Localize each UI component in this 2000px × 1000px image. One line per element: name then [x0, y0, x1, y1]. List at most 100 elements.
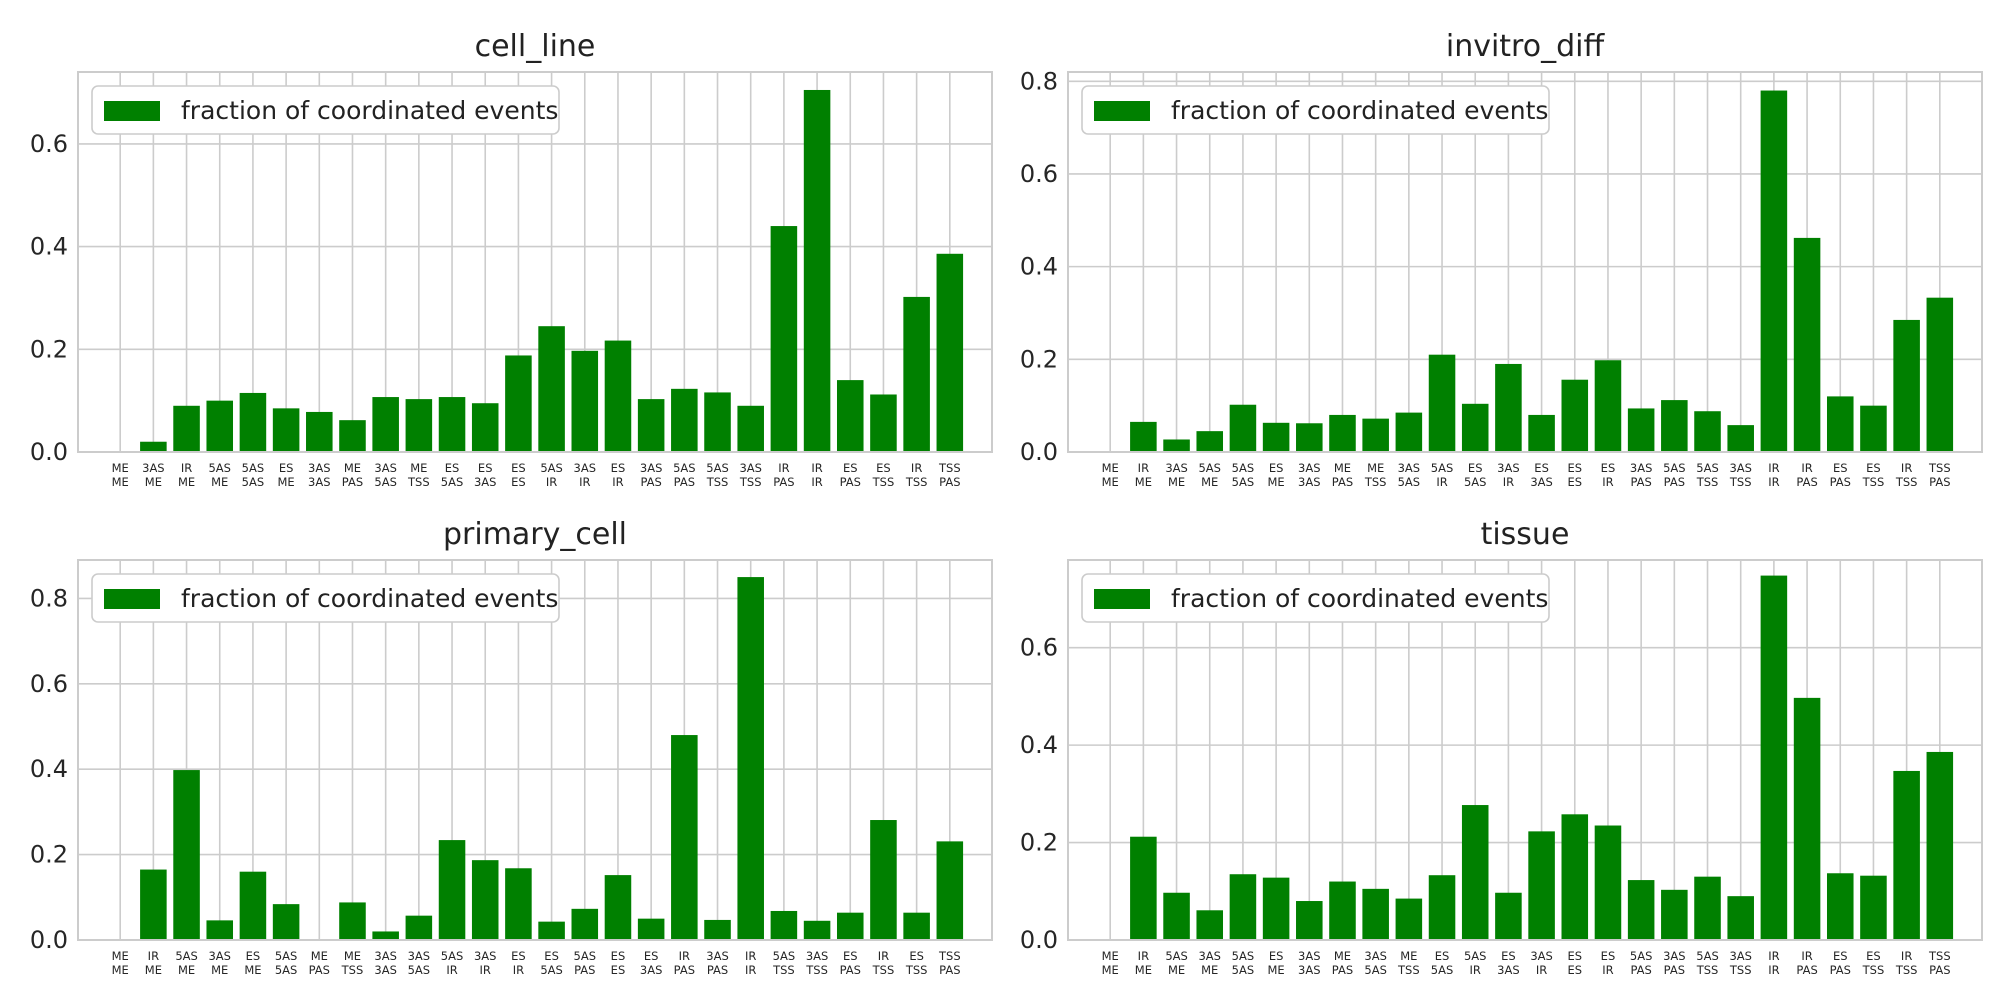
- x-tick-label: ES TSS: [905, 949, 928, 977]
- x-tick-label: ES 3AS: [1530, 461, 1552, 489]
- bar: [1362, 418, 1389, 452]
- x-tick-label: 5AS PAS: [673, 461, 695, 489]
- bar: [405, 399, 433, 452]
- bar: [272, 904, 300, 940]
- subplot-tissue: 0.0 0.2 0.4 0.6 ME ME IR ME 5AS ME 3AS ME 5AS 5AS ES ME…: [1020, 517, 1983, 977]
- x-tick-label: ME TSS: [407, 461, 430, 489]
- x-tick-label: 5AS 5AS: [242, 461, 264, 489]
- x-tick-label: 5AS TSS: [772, 949, 795, 977]
- x-tick-label: ME ME: [112, 949, 129, 977]
- bar: [571, 908, 599, 940]
- subplot-cell_line: 0.0 0.2 0.4 0.6 ME ME 3AS ME IR ME 5AS ME 5AS 5AS ES ME…: [30, 29, 993, 489]
- bar: [1594, 825, 1622, 940]
- legend: fraction of coordinated events: [91, 85, 560, 135]
- x-tick-label: 5AS IR: [540, 461, 562, 489]
- bar: [1163, 439, 1190, 452]
- x-tick-label: ME PAS: [342, 461, 363, 489]
- x-tick-label: IR TSS: [872, 949, 895, 977]
- bar: [737, 577, 764, 940]
- bar: [1229, 404, 1257, 452]
- bar: [1296, 423, 1323, 452]
- bar: [1362, 888, 1389, 940]
- bar: [1627, 880, 1655, 940]
- x-tick-label: ES ES: [611, 949, 626, 977]
- bar: [1760, 90, 1788, 452]
- bar: [1893, 319, 1920, 452]
- x-tick-label: ES TSS: [872, 461, 895, 489]
- bar: [1561, 814, 1589, 940]
- bar: [206, 400, 234, 452]
- y-tick-label: 0.2: [30, 841, 68, 869]
- x-tick-label: IR ME: [145, 949, 162, 977]
- bar: [538, 326, 565, 452]
- bar: [1727, 425, 1754, 452]
- legend-box: [1081, 85, 1550, 135]
- bar: [1793, 697, 1821, 940]
- x-tick-label: ES 5AS: [540, 949, 562, 977]
- x-tick-label: IR PAS: [1796, 461, 1817, 489]
- x-tick-label: ES 5AS: [1431, 949, 1453, 977]
- x-tick-label: 3AS ME: [142, 461, 164, 489]
- x-tick-label: ES ME: [1268, 461, 1285, 489]
- bar: [604, 875, 632, 940]
- x-tick-label: IR IR: [745, 949, 756, 977]
- x-tick-label: 3AS 3AS: [1298, 949, 1320, 977]
- x-tick-label: 5AS IR: [1464, 949, 1486, 977]
- x-tick-label: ME PAS: [1332, 461, 1353, 489]
- subplot-invitro_diff: 0.0 0.2 0.4 0.6 0.8 ME ME IR ME 3AS ME 5AS ME 5AS 5AS E…: [1020, 29, 1983, 489]
- bar: [438, 397, 466, 452]
- bar: [306, 411, 333, 452]
- bar: [1594, 360, 1622, 452]
- bar: [1461, 403, 1489, 452]
- x-tick-label: IR IR: [1768, 949, 1779, 977]
- x-tick-label: 3AS 3AS: [308, 461, 330, 489]
- y-tick-label: 0.4: [1020, 731, 1058, 759]
- x-tick-label: ME ME: [112, 461, 129, 489]
- bar: [1229, 874, 1257, 940]
- legend-label: fraction of coordinated events: [1171, 96, 1548, 125]
- legend-label: fraction of coordinated events: [181, 584, 558, 613]
- bar: [1329, 414, 1356, 452]
- bar: [836, 912, 864, 940]
- x-tick-label: ES PAS: [840, 461, 861, 489]
- x-tick-label: ME TSS: [1364, 461, 1387, 489]
- x-tick-label: 3AS ME: [208, 949, 230, 977]
- bar: [637, 918, 665, 940]
- axes-frame: [1067, 559, 1983, 941]
- bar: [1495, 363, 1522, 452]
- x-tick-label: 5AS 5AS: [1232, 461, 1254, 489]
- bar: [206, 920, 234, 940]
- x-tick-label: 5AS ME: [175, 949, 197, 977]
- bar: [1163, 892, 1190, 940]
- x-tick-label: IR TSS: [905, 461, 928, 489]
- bar: [1196, 431, 1224, 452]
- x-tick-label: ES PAS: [1830, 461, 1851, 489]
- legend-box: [91, 573, 560, 623]
- x-tick-label: IR IR: [811, 461, 822, 489]
- bar: [1760, 575, 1788, 940]
- x-tick-label: ES ME: [244, 949, 261, 977]
- x-tick-label: 5AS PAS: [1630, 949, 1652, 977]
- x-tick-label: IR PAS: [674, 949, 695, 977]
- bar: [936, 253, 964, 452]
- y-tick-label: 0.2: [30, 335, 68, 363]
- x-tick-label: 3AS 5AS: [1398, 461, 1420, 489]
- x-tick-label: ES ME: [1268, 949, 1285, 977]
- bar: [1826, 396, 1854, 452]
- x-tick-label: ME PAS: [309, 949, 330, 977]
- x-tick-label: 5AS TSS: [1696, 461, 1719, 489]
- legend: fraction of coordinated events: [1081, 573, 1550, 623]
- x-tick-label: 5AS ME: [1198, 461, 1220, 489]
- axes-frame: [77, 559, 993, 941]
- bar: [770, 910, 798, 940]
- x-tick-label: ME ME: [1102, 949, 1119, 977]
- y-tick-label: 0.2: [1020, 829, 1058, 857]
- x-tick-label: 3AS IR: [1497, 461, 1519, 489]
- bar: [803, 89, 831, 453]
- x-tick-label: 3AS 3AS: [1298, 461, 1320, 489]
- x-tick-label: ES 3AS: [640, 949, 662, 977]
- bar: [704, 919, 731, 940]
- bar: [870, 820, 897, 940]
- bar: [1395, 412, 1423, 452]
- bar: [173, 405, 200, 452]
